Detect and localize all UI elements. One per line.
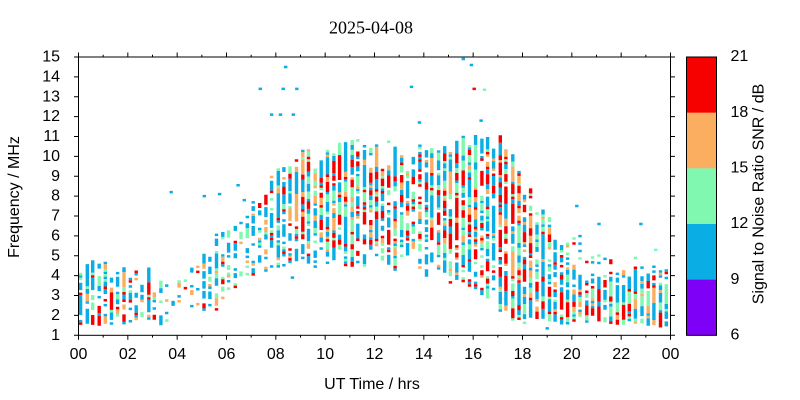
svg-text:2025-04-08: 2025-04-08 [329, 18, 413, 38]
svg-text:15: 15 [42, 49, 60, 66]
svg-text:18: 18 [731, 104, 749, 121]
svg-text:00: 00 [662, 346, 680, 363]
svg-text:20: 20 [563, 346, 581, 363]
svg-text:12: 12 [731, 215, 749, 232]
svg-text:Signal to Noise Ratio SNR / dB: Signal to Noise Ratio SNR / dB [751, 84, 768, 305]
svg-text:15: 15 [731, 160, 749, 177]
svg-text:9: 9 [51, 168, 60, 185]
svg-text:UT Time / hrs: UT Time / hrs [324, 376, 420, 393]
svg-text:06: 06 [218, 346, 236, 363]
svg-text:12: 12 [366, 346, 384, 363]
svg-text:08: 08 [267, 346, 285, 363]
svg-text:10: 10 [42, 148, 60, 165]
svg-text:6: 6 [51, 227, 60, 244]
svg-text:22: 22 [612, 346, 630, 363]
svg-text:4: 4 [51, 267, 60, 284]
svg-text:10: 10 [316, 346, 334, 363]
svg-text:Frequency / MHz: Frequency / MHz [6, 136, 23, 258]
svg-text:1: 1 [51, 327, 60, 344]
svg-text:2: 2 [51, 307, 60, 324]
svg-text:3: 3 [51, 287, 60, 304]
svg-text:6: 6 [731, 327, 740, 344]
svg-text:7: 7 [51, 208, 60, 225]
svg-text:12: 12 [42, 108, 60, 125]
svg-text:02: 02 [119, 346, 137, 363]
svg-text:13: 13 [42, 88, 60, 105]
svg-text:5: 5 [51, 247, 60, 264]
svg-text:9: 9 [731, 271, 740, 288]
svg-text:8: 8 [51, 188, 60, 205]
svg-text:04: 04 [168, 346, 186, 363]
svg-text:21: 21 [731, 48, 749, 65]
svg-text:16: 16 [464, 346, 482, 363]
svg-text:00: 00 [70, 346, 88, 363]
svg-text:11: 11 [43, 128, 60, 145]
svg-text:14: 14 [415, 346, 433, 363]
svg-text:18: 18 [514, 346, 532, 363]
svg-text:14: 14 [42, 68, 60, 85]
